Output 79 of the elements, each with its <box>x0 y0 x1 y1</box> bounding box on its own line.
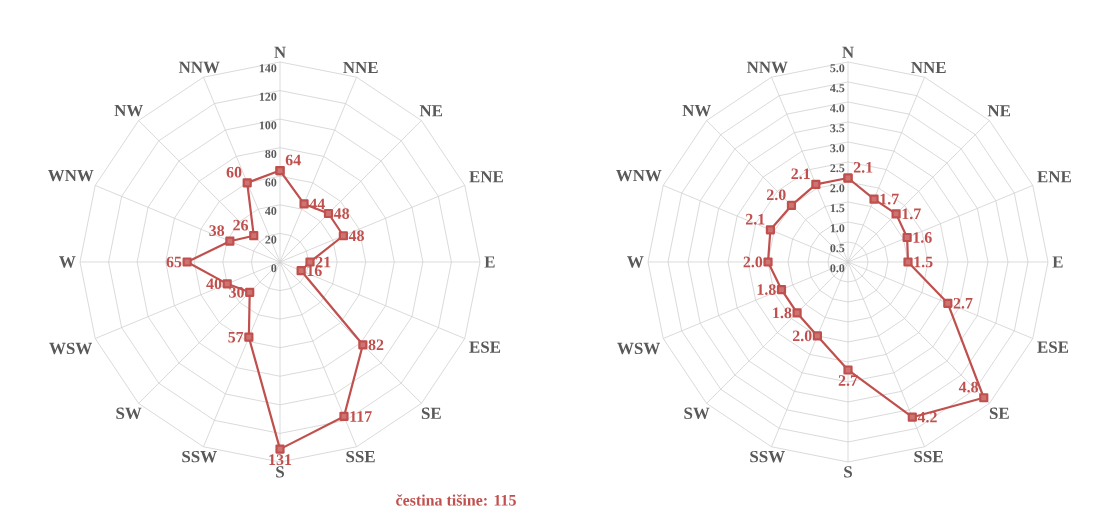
y-tick-label: 20 <box>265 235 277 244</box>
spoke-label: SSW <box>750 450 785 463</box>
y-tick-label: 0.5 <box>830 244 845 253</box>
data-label: 131 <box>269 454 292 466</box>
y-tick-label: 2.5 <box>830 164 845 173</box>
y-tick-label: 5.0 <box>830 64 845 73</box>
spoke-label: W <box>627 256 644 268</box>
data-label: 2.0 <box>767 189 786 201</box>
spoke-label: NNW <box>746 61 788 73</box>
spoke-label: NNE <box>343 61 378 73</box>
spoke-label: NW <box>682 105 712 117</box>
y-tick-label: 1.5 <box>830 204 845 213</box>
data-label: 38 <box>209 225 225 236</box>
spoke-label: SSE <box>346 450 375 463</box>
spoke-label: ESE <box>469 341 501 353</box>
spoke-label: SSE <box>914 450 943 463</box>
y-tick-label: 3.0 <box>830 144 845 153</box>
data-label: 1.7 <box>880 193 899 205</box>
data-label: 2.0 <box>743 256 763 268</box>
spoke-label: NNE <box>911 61 946 73</box>
spoke-label: ENE <box>1037 171 1071 183</box>
spoke-label: SE <box>989 407 1009 419</box>
y-tick-label: 100 <box>259 121 277 130</box>
data-label: 82 <box>368 339 384 351</box>
y-tick-label: 3.5 <box>830 124 845 133</box>
spoke-label: ENE <box>469 171 503 183</box>
data-label: 2.7 <box>953 297 973 309</box>
spoke-label: SSW <box>182 450 217 463</box>
data-label: 64 <box>285 154 301 166</box>
data-label: 1.6 <box>913 232 932 243</box>
spoke-label: SE <box>421 407 441 419</box>
data-label: 40 <box>206 278 222 290</box>
spoke-label: NE <box>419 105 443 117</box>
y-tick-label: 2.0 <box>830 184 845 193</box>
data-label: 2.1 <box>791 168 810 180</box>
data-label: 60 <box>226 166 242 178</box>
spoke-label: E <box>484 256 495 268</box>
spoke-label: WNW <box>47 169 94 182</box>
spoke-label: S <box>276 466 284 478</box>
y-tick-label: 80 <box>265 149 277 158</box>
data-label: 48 <box>333 208 350 219</box>
spoke-label: S <box>844 466 853 478</box>
data-label: 1.8 <box>773 307 792 319</box>
spoke-label: WSW <box>617 342 661 355</box>
y-tick-label: 1.0 <box>830 224 845 233</box>
y-tick-label: 140 <box>259 64 277 73</box>
data-label: 4.8 <box>958 381 979 393</box>
data-label: 1.5 <box>914 256 933 268</box>
spoke-label: NNW <box>178 61 220 73</box>
y-tick-label: 4.5 <box>830 84 845 93</box>
data-label: 2.7 <box>838 375 858 386</box>
y-tick-label: 120 <box>259 92 277 101</box>
y-tick-label: 4.0 <box>830 104 845 113</box>
data-label: 117 <box>350 411 372 422</box>
data-label: 1.8 <box>757 284 776 295</box>
spoke-label: NW <box>114 105 144 117</box>
spoke-label: N <box>842 46 854 58</box>
data-label: 48 <box>348 230 364 242</box>
spoke-label: WNW <box>615 169 662 182</box>
spoke-label: SW <box>116 407 142 420</box>
data-label: 2.1 <box>853 162 873 173</box>
spoke-label: ESE <box>1037 341 1069 353</box>
data-label: 65 <box>166 256 182 268</box>
spoke-label: E <box>1052 256 1063 268</box>
y-tick-label: 0 <box>271 264 277 273</box>
data-label: 1.7 <box>902 208 921 220</box>
y-tick-label: 60 <box>265 178 277 187</box>
spoke-label: W <box>59 256 76 268</box>
data-label: 57 <box>228 331 244 343</box>
y-tick-label: 40 <box>265 207 277 216</box>
text: čestina tišine: 115 <box>396 494 516 506</box>
spoke-label: N <box>274 46 286 58</box>
spoke-label: WSW <box>49 342 93 355</box>
data-label: 26 <box>233 219 249 231</box>
y-tick-label: 0.0 <box>830 264 845 273</box>
data-label: 2.1 <box>745 213 765 225</box>
spoke-label: SW <box>684 407 710 420</box>
data-label: 2.0 <box>792 330 812 342</box>
spoke-label: NE <box>987 105 1011 117</box>
